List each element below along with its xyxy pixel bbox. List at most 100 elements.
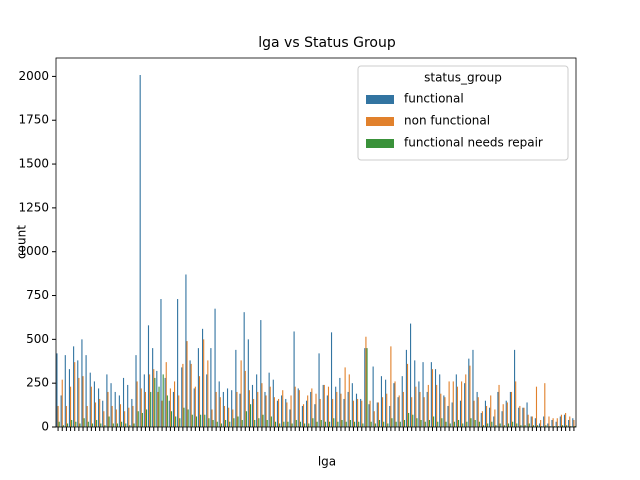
bar: [278, 398, 280, 427]
bar: [81, 339, 83, 427]
bar: [333, 418, 335, 427]
bar: [240, 360, 242, 427]
bar: [497, 391, 499, 427]
bar: [207, 360, 209, 427]
bar: [498, 384, 500, 427]
bar: [264, 391, 266, 427]
bar: [168, 400, 170, 427]
bar: [100, 423, 102, 427]
bar: [327, 386, 330, 427]
bar: [299, 421, 302, 427]
bar: [329, 421, 331, 427]
bar: [506, 402, 508, 427]
bar: [445, 421, 447, 427]
bar: [144, 391, 146, 427]
bar: [489, 407, 491, 427]
bar: [214, 308, 216, 427]
bar: [71, 419, 73, 427]
bar: [247, 339, 249, 427]
bar: [166, 395, 168, 427]
bar: [340, 393, 342, 427]
bar: [87, 421, 89, 427]
bar: [573, 419, 575, 427]
bar: [311, 388, 313, 427]
bar: [408, 412, 410, 427]
bar: [90, 386, 92, 427]
bar: [349, 419, 351, 427]
bar: [372, 366, 374, 427]
bar: [164, 377, 166, 427]
bar: [399, 421, 401, 427]
bar: [308, 423, 310, 427]
bar: [484, 400, 487, 427]
bar: [459, 400, 462, 427]
bar: [208, 418, 210, 427]
bar: [487, 423, 489, 427]
bar: [286, 402, 288, 427]
bar: [218, 381, 220, 427]
bar: [344, 367, 346, 427]
bar: [160, 299, 162, 427]
bar: [62, 425, 64, 427]
bar: [75, 421, 77, 427]
bar: [175, 416, 177, 427]
legend-label: functional: [404, 92, 464, 106]
bar: [65, 405, 67, 427]
bar: [524, 425, 526, 427]
bar: [449, 423, 451, 427]
bar: [149, 374, 151, 427]
bar: [369, 400, 371, 427]
bar: [418, 381, 420, 427]
bar: [390, 346, 392, 427]
bar: [412, 414, 414, 427]
bar: [183, 407, 185, 427]
bar: [544, 383, 546, 427]
bar: [526, 402, 528, 427]
bar: [482, 425, 485, 427]
bar: [416, 418, 418, 427]
bar: [528, 423, 530, 427]
bar: [211, 409, 213, 427]
bar: [179, 418, 181, 427]
bar: [545, 425, 547, 427]
bar: [377, 402, 379, 427]
bar: [515, 381, 517, 427]
bar: [362, 423, 364, 427]
bar: [89, 372, 91, 427]
bar: [507, 423, 510, 427]
bar: [473, 400, 475, 427]
bar: [383, 421, 385, 427]
bar: [310, 391, 312, 427]
bar: [470, 418, 472, 427]
bar: [110, 383, 112, 427]
bar: [548, 416, 550, 427]
bar: [204, 414, 206, 427]
bar: [136, 381, 138, 427]
bar: [162, 374, 164, 427]
bar: [195, 416, 198, 427]
bar: [287, 421, 289, 427]
legend-label: non functional: [404, 114, 490, 128]
bar: [281, 395, 283, 427]
bar: [386, 393, 388, 427]
bar: [434, 369, 437, 427]
bar: [189, 360, 191, 427]
bar: [518, 407, 520, 427]
bar: [60, 395, 62, 427]
bar: [556, 418, 558, 427]
bar: [323, 384, 325, 427]
bar: [537, 425, 539, 427]
bar: [132, 405, 134, 427]
bar: [514, 349, 516, 427]
bar: [61, 379, 63, 427]
bar: [161, 400, 163, 427]
bar: [91, 423, 94, 427]
bar: [452, 381, 454, 427]
bar: [307, 395, 309, 427]
bar: [382, 397, 384, 427]
bar: [433, 416, 435, 427]
bar: [128, 407, 130, 427]
bar: [512, 421, 514, 427]
bar: [294, 386, 296, 427]
y-tick-label: 1250: [18, 200, 49, 214]
